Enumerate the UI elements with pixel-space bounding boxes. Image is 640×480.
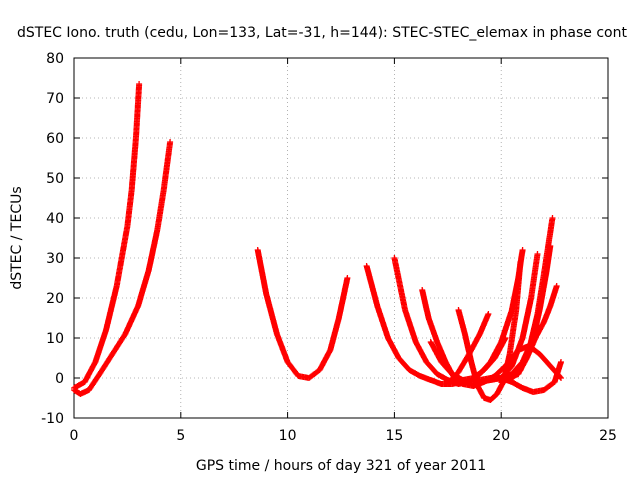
data-series [71, 139, 174, 397]
data-series [254, 247, 351, 381]
x-tick-label: 5 [176, 428, 185, 444]
data-point-markers [506, 283, 560, 381]
y-tick-label: -10 [41, 411, 64, 427]
y-axis-label: dSTEC / TECUs [9, 186, 25, 289]
x-axis-label: GPS time / hours of day 321 of year 2011 [196, 458, 486, 474]
x-tick-label: 25 [599, 428, 617, 444]
data-point-markers [71, 81, 143, 391]
tick-layer: 0 5 10 15 20 25 -10 0 10 20 30 40 50 60 70 80 [41, 51, 617, 444]
data-series [71, 81, 143, 391]
data-point-markers [444, 311, 492, 387]
y-tick-label: 30 [46, 251, 64, 267]
data-point-markers [254, 247, 351, 381]
chart-title: dSTEC Iono. truth (cedu, Lon=133, Lat=-3… [17, 25, 627, 41]
y-tick-label: 70 [46, 91, 64, 107]
data-series [487, 251, 541, 383]
data-series [444, 311, 492, 387]
x-tick-label: 20 [492, 428, 510, 444]
x-tick-label: 15 [385, 428, 403, 444]
data-point-markers [71, 139, 174, 397]
data-point-markers [363, 263, 466, 387]
plot-frame [73, 57, 609, 419]
y-tick-label: 20 [46, 291, 64, 307]
y-tick-label: 0 [55, 371, 64, 387]
data-series [363, 263, 466, 387]
data-series [466, 247, 526, 385]
data-point-markers [466, 247, 526, 385]
y-tick-label: 60 [46, 131, 64, 147]
data-series [506, 283, 560, 381]
data-point-markers [487, 251, 541, 383]
y-tick-label: 10 [46, 331, 64, 347]
marks-layer [71, 81, 564, 403]
y-tick-label: 50 [46, 171, 64, 187]
x-tick-label: 0 [70, 428, 79, 444]
y-tick-label: 40 [46, 211, 64, 227]
x-tick-label: 10 [279, 428, 297, 444]
y-tick-label: 80 [46, 51, 64, 67]
